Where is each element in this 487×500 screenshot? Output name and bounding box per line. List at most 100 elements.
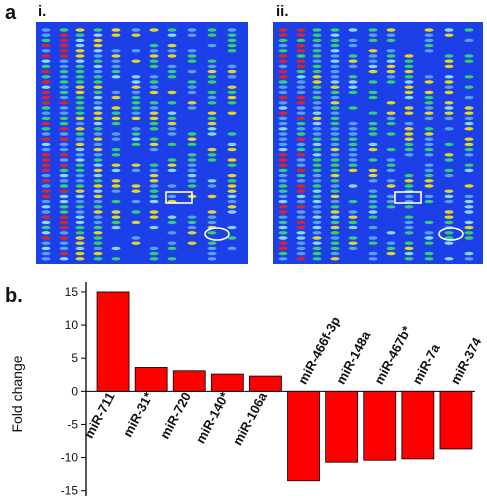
- array-spot: [386, 28, 396, 32]
- array-spot: [278, 111, 288, 115]
- array-spot: [167, 231, 177, 235]
- array-spot: [187, 80, 197, 84]
- array-spot: [464, 184, 474, 188]
- array-spot: [131, 127, 141, 131]
- array-spot: [131, 85, 141, 89]
- array-spot: [464, 210, 474, 214]
- array-spot: [111, 225, 121, 230]
- array-spot: [167, 132, 177, 136]
- array-spot: [368, 225, 378, 230]
- array-spot: [404, 173, 414, 178]
- array-spot: [424, 101, 434, 105]
- array-spot: [368, 142, 378, 147]
- array-spot: [227, 173, 237, 178]
- array-spot: [93, 95, 103, 100]
- array-spot: [296, 220, 306, 225]
- array-spot: [149, 49, 159, 53]
- array-spot: [296, 121, 306, 126]
- array-spot: [207, 231, 217, 235]
- array-spot: [111, 121, 121, 126]
- array-spot: [424, 80, 434, 84]
- array-spot: [75, 199, 85, 204]
- y-tick-label: 0: [71, 384, 78, 398]
- array-spot: [404, 220, 414, 225]
- array-spot: [75, 147, 85, 152]
- array-spot: [111, 75, 121, 79]
- array-spot: [187, 179, 197, 183]
- array-spot: [111, 184, 121, 188]
- array-spot: [296, 142, 306, 147]
- array-spot: [368, 189, 378, 193]
- array-spot: [312, 173, 322, 178]
- array-spot: [330, 95, 340, 100]
- array-spot: [312, 231, 322, 235]
- array-spot: [207, 127, 217, 131]
- array-spot: [41, 236, 51, 240]
- array-spot: [464, 106, 474, 110]
- array-spot: [368, 38, 378, 43]
- array-spot: [404, 59, 414, 63]
- array-spot: [348, 59, 358, 63]
- array-spot: [296, 75, 306, 79]
- array-spot: [312, 194, 322, 199]
- array-spot: [187, 106, 197, 110]
- array-spot: [404, 153, 414, 157]
- array-spot: [59, 33, 69, 37]
- array-spot: [424, 173, 434, 178]
- array-spot: [41, 158, 51, 162]
- array-spot: [131, 106, 141, 110]
- array-spot: [464, 225, 474, 230]
- array-spot: [386, 75, 396, 79]
- array-spot: [149, 90, 159, 95]
- array-spot: [93, 38, 103, 43]
- array-spot: [348, 80, 358, 84]
- array-spot: [368, 158, 378, 162]
- array-spot: [111, 147, 121, 152]
- array-spot: [59, 101, 69, 105]
- array-spot: [59, 69, 69, 74]
- array-spot: [404, 215, 414, 219]
- array-spot: [404, 80, 414, 84]
- bar: [325, 390, 359, 463]
- array-spot: [296, 59, 306, 63]
- array-spot: [296, 90, 306, 95]
- array-spot: [131, 210, 141, 214]
- array-spot: [75, 184, 85, 188]
- array-spot: [312, 127, 322, 131]
- array-spot: [41, 246, 51, 251]
- array-spot: [464, 220, 474, 225]
- array-spot: [59, 111, 69, 115]
- array-spot: [296, 184, 306, 188]
- array-spot: [278, 158, 288, 162]
- array-spot: [278, 189, 288, 193]
- array-spot: [227, 179, 237, 183]
- array-spot: [278, 80, 288, 84]
- array-spot: [330, 153, 340, 157]
- array-spot: [330, 158, 340, 162]
- array-spot: [41, 80, 51, 84]
- array-spot: [464, 194, 474, 199]
- array-spot: [187, 215, 197, 219]
- array-spot: [424, 95, 434, 100]
- array-spot: [278, 210, 288, 214]
- array-spot: [93, 173, 103, 178]
- array-spot: [93, 49, 103, 53]
- array-spot: [207, 69, 217, 74]
- array-spot: [368, 111, 378, 115]
- array-spot: [386, 179, 396, 183]
- array-spot: [187, 101, 197, 105]
- array-spot: [348, 90, 358, 95]
- array-spot: [312, 75, 322, 79]
- array-spot: [312, 246, 322, 251]
- array-spot: [75, 85, 85, 89]
- array-spot: [75, 137, 85, 141]
- array-spot: [386, 59, 396, 63]
- array-spot: [424, 231, 434, 235]
- array-spot: [312, 49, 322, 53]
- array-spot: [464, 163, 474, 167]
- array-spot: [59, 158, 69, 162]
- array-spot: [131, 163, 141, 167]
- array-spot: [464, 168, 474, 173]
- array-spot: [131, 236, 141, 240]
- array-spot: [167, 142, 177, 147]
